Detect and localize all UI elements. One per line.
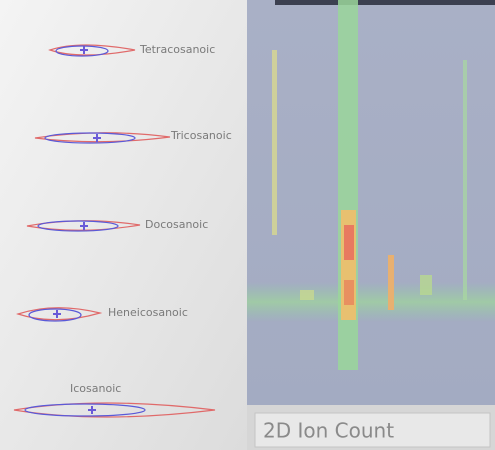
heatmap (247, 0, 495, 405)
top-strip (275, 0, 495, 5)
page: Tetracosanoic Tricosanoic Docosanoic Hen… (0, 0, 495, 450)
compound-label: Heneicosanoic (108, 306, 188, 319)
screen: Tetracosanoic Tricosanoic Docosanoic Hen… (0, 0, 495, 450)
compound-panel (0, 0, 247, 450)
caption: 2D Ion Count (263, 419, 394, 443)
compound-label: Tetracosanoic (139, 43, 215, 56)
compound-label: Docosanoic (145, 218, 208, 231)
compound-label: Icosanoic (70, 382, 121, 395)
compound-label: Tricosanoic (170, 129, 232, 142)
